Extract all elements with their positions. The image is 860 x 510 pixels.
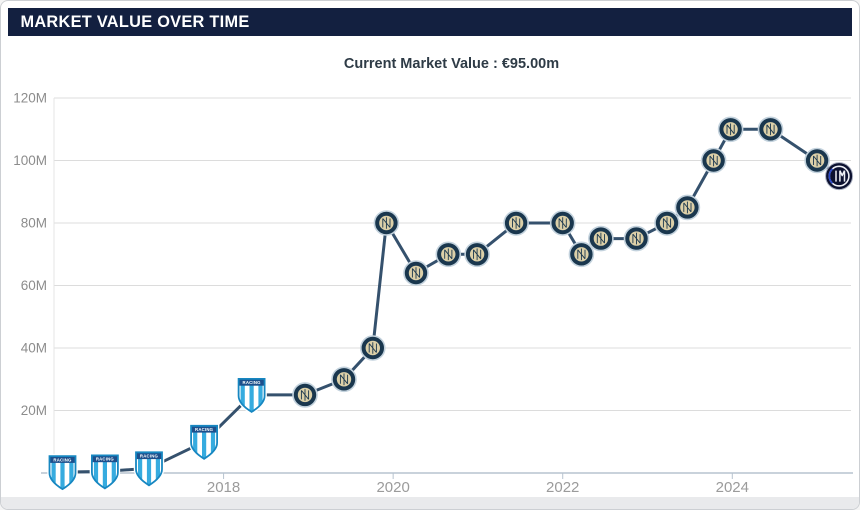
data-point-marker-inter-milan-classic-crest-icon[interactable] [331, 366, 357, 393]
data-point-marker-racing-club-crest-icon[interactable]: RACING [188, 423, 220, 462]
data-point-marker-inter-milan-classic-crest-icon[interactable] [700, 147, 727, 174]
data-point-marker-racing-club-crest-icon[interactable]: RACING [133, 450, 165, 488]
svg-text:RACING: RACING [140, 454, 159, 459]
card-footer-strip [1, 497, 859, 509]
y-axis-label: 120M [13, 91, 47, 106]
data-point-marker-inter-milan-2021-crest-icon[interactable] [825, 162, 854, 191]
x-axis-label: 2022 [546, 479, 579, 496]
data-point-marker-inter-milan-classic-crest-icon[interactable] [757, 116, 784, 143]
value-line [61, 127, 841, 474]
data-point-marker-inter-milan-classic-crest-icon[interactable] [403, 260, 429, 286]
value-line-layer [61, 127, 841, 474]
page-title: MARKET VALUE OVER TIME [20, 12, 250, 31]
y-axis-label: 40M [21, 341, 47, 356]
data-point-marker-inter-milan-classic-crest-icon[interactable] [568, 241, 595, 268]
x-axis-label: 2020 [376, 479, 409, 496]
data-point-marker-racing-club-crest-icon[interactable]: RACING [47, 453, 78, 492]
data-point-marker-racing-club-crest-icon[interactable]: RACING [89, 453, 121, 492]
data-point-marker-inter-milan-classic-crest-icon[interactable] [804, 147, 830, 174]
svg-text:RACING: RACING [53, 457, 72, 462]
y-axis-label: 20M [21, 403, 47, 418]
y-axis-label: 100M [13, 153, 47, 168]
data-point-marker-inter-milan-classic-crest-icon[interactable] [503, 210, 529, 236]
data-point-marker-inter-milan-classic-crest-icon[interactable] [435, 241, 462, 268]
axes [41, 98, 853, 479]
axis-labels: 20M 40M 60M 80M 100M 120M 2018 2020 2022 2024 [13, 91, 749, 497]
title-bar: MARKET VALUE OVER TIME [8, 8, 852, 36]
data-point-marker-inter-milan-classic-crest-icon[interactable] [464, 241, 490, 268]
svg-text:RACING: RACING [96, 457, 115, 462]
data-point-markers: RACING RACING RACING RACING RACING [47, 116, 854, 492]
svg-text:RACING: RACING [195, 427, 214, 432]
y-axis-label: 60M [21, 278, 47, 293]
data-point-marker-inter-milan-classic-crest-icon[interactable] [717, 116, 744, 143]
x-axis-label: 2018 [207, 479, 240, 496]
y-axis-label: 80M [21, 216, 47, 231]
data-point-marker-inter-milan-classic-crest-icon[interactable] [623, 225, 650, 252]
data-point-marker-inter-milan-classic-crest-icon[interactable] [588, 225, 614, 252]
data-point-marker-inter-milan-classic-crest-icon[interactable] [359, 335, 386, 361]
svg-text:RACING: RACING [243, 380, 262, 385]
data-point-marker-inter-milan-classic-crest-icon[interactable] [549, 210, 576, 236]
data-point-marker-inter-milan-classic-crest-icon[interactable] [373, 210, 400, 236]
data-point-marker-racing-club-crest-icon[interactable]: RACING [236, 376, 267, 415]
data-point-marker-inter-milan-classic-crest-icon[interactable] [654, 210, 680, 236]
data-point-marker-inter-milan-classic-crest-icon[interactable] [292, 382, 318, 408]
x-axis-label: 2024 [716, 479, 749, 496]
current-market-value-label: Current Market Value : €95.00m [343, 56, 560, 72]
data-point-marker-inter-milan-classic-crest-icon[interactable] [674, 194, 701, 221]
